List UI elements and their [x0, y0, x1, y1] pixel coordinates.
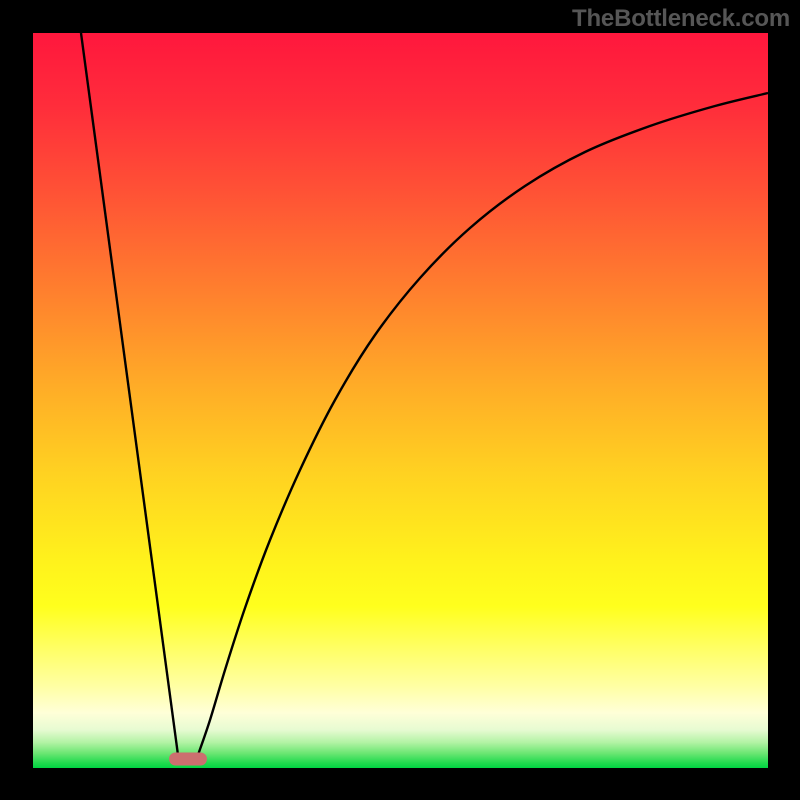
curve-right-arc	[198, 93, 768, 755]
chart-container: TheBottleneck.com	[0, 0, 800, 800]
minimum-marker	[169, 753, 207, 766]
curve-layer	[33, 33, 768, 768]
curve-left-line	[81, 33, 178, 755]
watermark-text: TheBottleneck.com	[572, 5, 790, 33]
plot-area	[33, 33, 768, 768]
